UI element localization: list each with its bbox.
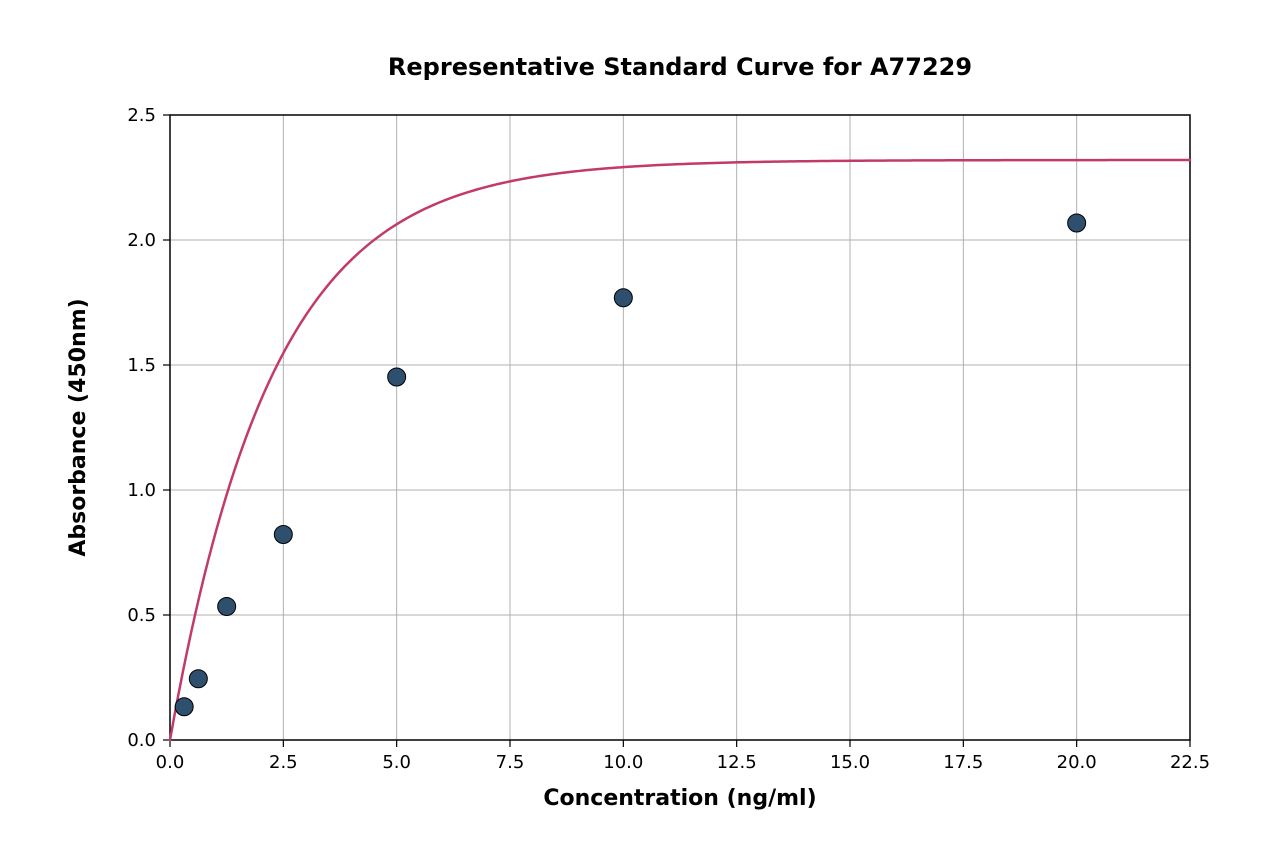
y-tick-label: 1.5 — [127, 355, 156, 376]
x-axis-label: Concentration (ng/ml) — [543, 786, 816, 811]
y-axis-label: Absorbance (450nm) — [66, 298, 91, 556]
data-point — [218, 598, 236, 616]
chart-container: 0.0 2.5 5.0 7.5 10.0 12.5 15.0 17.5 20.0 22.5 0.0 0… — [0, 0, 1280, 845]
x-tick-label: 22.5 — [1170, 752, 1210, 773]
x-tick-label: 15.0 — [830, 752, 870, 773]
plot-area: 0.0 2.5 5.0 7.5 10.0 12.5 15.0 17.5 20.0 22.5 0.0 0… — [127, 105, 1210, 773]
x-tick-label: 20.0 — [1057, 752, 1097, 773]
data-point — [388, 368, 406, 386]
chart-svg: 0.0 2.5 5.0 7.5 10.0 12.5 15.0 17.5 20.0 22.5 0.0 0… — [0, 0, 1280, 845]
x-tick-label: 0.0 — [156, 752, 185, 773]
data-point — [1068, 214, 1086, 232]
y-tick-label: 2.0 — [127, 230, 156, 251]
y-tick-label: 1.0 — [127, 480, 156, 501]
x-tick-label: 7.5 — [496, 752, 525, 773]
data-point — [175, 698, 193, 716]
x-tick-label: 17.5 — [943, 752, 983, 773]
data-point — [189, 670, 207, 688]
chart-title: Representative Standard Curve for A77229 — [388, 53, 972, 81]
y-tick-label: 2.5 — [127, 105, 156, 126]
x-tick-label: 10.0 — [603, 752, 643, 773]
x-tick-label: 2.5 — [269, 752, 298, 773]
x-tick-label: 12.5 — [717, 752, 757, 773]
y-tick-label: 0.5 — [127, 605, 156, 626]
data-point — [614, 289, 632, 307]
x-tick-label: 5.0 — [382, 752, 411, 773]
data-point — [274, 526, 292, 544]
plot-background — [170, 115, 1190, 740]
y-tick-label: 0.0 — [127, 730, 156, 751]
